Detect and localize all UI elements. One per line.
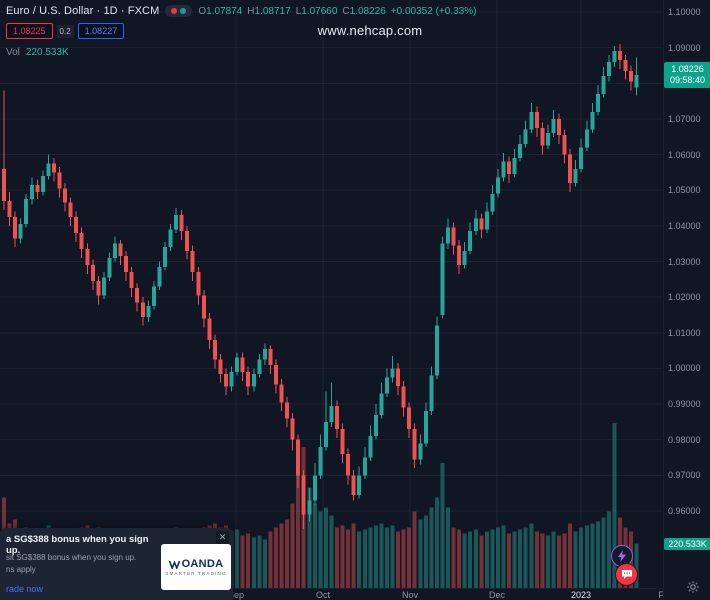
sell-price-button[interactable]: 1.08225: [6, 23, 53, 39]
ad-terms: ns apply: [6, 565, 36, 574]
price-tick-label: 1.00000: [668, 363, 701, 374]
price-tick-label: 1.09000: [668, 42, 701, 53]
price-tick-label: 1.10000: [668, 7, 701, 17]
low-value: 1.07660: [301, 5, 338, 17]
gear-icon: [687, 581, 699, 593]
open-label: O: [198, 5, 207, 17]
price-tick-label: 1.03000: [668, 256, 701, 267]
green-dot-icon: [180, 8, 187, 14]
lightning-icon: [618, 550, 626, 562]
price-tick-label: 0.97000: [668, 470, 701, 481]
watermark-url: www.nehcap.com: [317, 23, 423, 38]
high-label: H: [247, 5, 255, 17]
advertiser-tagline: SMARTER TRADING: [165, 571, 227, 576]
ad-headline: a SG$388 bonus when you sign up.: [6, 534, 149, 556]
low-label: L: [295, 5, 302, 17]
last-price: 1.08226: [671, 64, 704, 74]
price-tick-label: 0.98000: [668, 434, 701, 445]
advertiser-name: OANDA: [181, 558, 224, 570]
visibility-toggle-pill[interactable]: [165, 5, 193, 17]
time-tick-label: Nov: [401, 590, 419, 600]
settings-gear-button[interactable]: [686, 580, 700, 599]
volume-value: 220.533K: [25, 47, 69, 58]
chat-button[interactable]: [615, 563, 638, 586]
volume-badge: 220.533K: [664, 538, 710, 550]
close-value: 1.08226: [349, 5, 386, 17]
time-tick-label: 2023: [570, 590, 592, 600]
time-tick-label: Oct: [315, 590, 331, 600]
buy-price-button[interactable]: 1.08227: [77, 23, 125, 39]
oanda-mark-icon: [168, 559, 180, 569]
price-tick-label: 1.07000: [668, 113, 701, 124]
last-price-badge: 1.08226 09:58:40: [664, 62, 710, 88]
change-value: +0.00352 (+0.33%): [390, 5, 477, 17]
price-tick-label: 1.01000: [668, 327, 701, 338]
high-value: 1.08717: [254, 5, 291, 17]
chart-legend: Euro / U.S. Dollar · 1D · FXCM O1.07874 …: [6, 5, 476, 58]
ohlc-readout: O1.07874 H1.08717 L1.07660 C1.08226 +0.0…: [198, 6, 476, 17]
time-tick-label: Dec: [488, 590, 506, 600]
close-label: C: [342, 5, 350, 17]
price-tick-label: 1.05000: [668, 185, 701, 196]
close-icon[interactable]: ✕: [216, 531, 229, 544]
price-tick-label: 1.04000: [668, 220, 701, 231]
open-value: 1.07874: [206, 5, 243, 17]
bar-countdown: 09:58:40: [669, 75, 706, 85]
price-tick-label: 0.96000: [668, 506, 701, 516]
ad-banner[interactable]: a SG$388 bonus when you sign up. sit SG$…: [0, 528, 233, 600]
price-tick-label: 1.06000: [668, 149, 701, 160]
volume-label: Vol: [6, 47, 20, 58]
price-chart[interactable]: [0, 0, 663, 588]
red-dot-icon: [171, 8, 178, 14]
ad-cta-link[interactable]: rade now: [6, 584, 44, 594]
symbol-title[interactable]: Euro / U.S. Dollar · 1D · FXCM: [6, 5, 160, 17]
ad-subline: sit SG$388 bonus when you sign up.: [6, 553, 137, 562]
time-tick-label: Feb: [658, 590, 663, 600]
price-tick-label: 1.02000: [668, 292, 701, 303]
chat-bubble-icon: [621, 570, 632, 579]
advertiser-logo-card[interactable]: OANDA SMARTER TRADING: [161, 544, 231, 590]
price-tick-label: 0.99000: [668, 399, 701, 410]
time-tick-label: Sep: [227, 590, 245, 600]
spread-value: 0.2: [56, 24, 74, 38]
price-axis[interactable]: 1.08226 09:58:40 220.533K 1.10000 1.09000…: [663, 0, 710, 600]
